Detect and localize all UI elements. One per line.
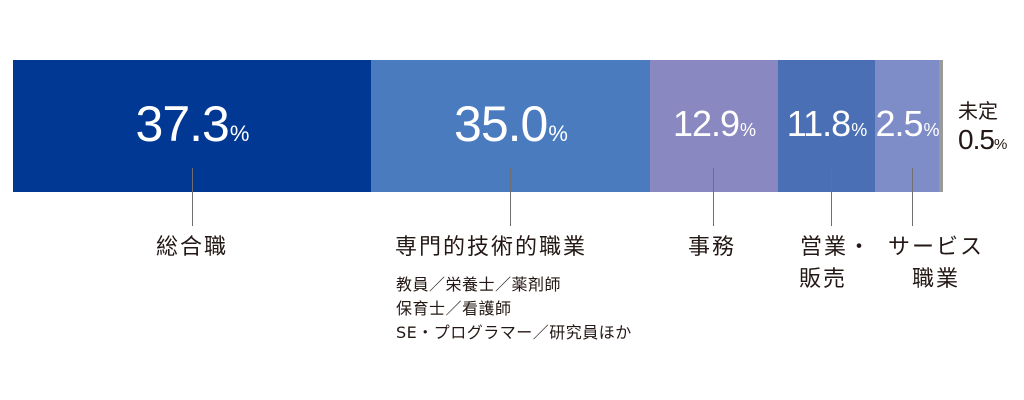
leader-line xyxy=(713,168,714,226)
category-label-specialist: 専門的技術的職業 xyxy=(395,235,588,260)
undecided-value: 0.5% xyxy=(958,124,1007,155)
specialist-note-line-3: SE・プログラマー／研究員ほか xyxy=(396,323,632,342)
value-label: 2.5% xyxy=(875,103,939,144)
category-label-service-line-2: 職業 xyxy=(911,267,960,292)
value-label: 12.9% xyxy=(672,103,756,144)
value-label: 35.0% xyxy=(454,96,568,152)
category-label-sales-line-1: 営業・ xyxy=(799,235,872,260)
segment-service: 2.5% xyxy=(875,60,940,192)
segment-clerical: 12.9% xyxy=(650,60,778,192)
undecided-annotation: 未定 0.5% xyxy=(958,98,1007,161)
specialist-note-line-1: 教員／栄養士／薬剤師 xyxy=(396,275,562,294)
segment-sales: 11.8% xyxy=(778,60,875,192)
undecided-label: 未定 xyxy=(958,99,998,123)
category-label-clerical: 事務 xyxy=(687,235,736,260)
category-label-service: サービス 職業 xyxy=(886,232,986,296)
category-label-sales: 営業・ 販売 xyxy=(796,232,876,296)
category-label-general: 総合職 xyxy=(155,235,228,260)
segment-undecided xyxy=(939,60,943,192)
value-label: 11.8% xyxy=(786,103,867,144)
segment-specialist: 35.0% xyxy=(371,60,650,192)
leader-line xyxy=(912,168,913,226)
category-label-sales-line-2: 販売 xyxy=(799,267,848,292)
leader-line xyxy=(831,168,832,226)
category-label-service-line-1: サービス xyxy=(887,235,984,260)
value-label: 37.3% xyxy=(135,96,250,152)
leader-line xyxy=(192,168,193,226)
stacked-bar: 37.3% 35.0% 12.9% 11.8% 2.5% xyxy=(13,60,943,192)
specialist-note-line-2: 保育士／看護師 xyxy=(396,299,512,318)
leader-line xyxy=(510,168,511,226)
